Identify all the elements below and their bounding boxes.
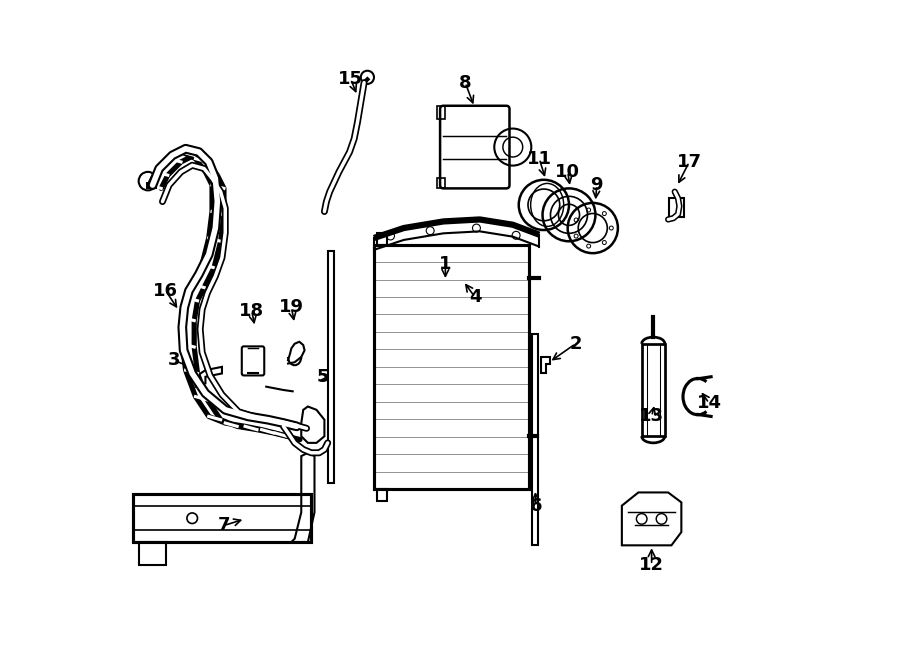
Text: 15: 15	[338, 70, 364, 89]
Bar	[374, 245, 529, 489]
Bar	[328, 251, 334, 483]
Bar	[436, 178, 445, 188]
Text: 9: 9	[590, 176, 603, 194]
Text: 3: 3	[167, 351, 180, 369]
Bar	[377, 233, 387, 245]
Text: 6: 6	[530, 496, 542, 515]
Text: 7: 7	[218, 516, 230, 535]
Bar	[132, 494, 311, 542]
Text: 16: 16	[153, 282, 178, 300]
Bar	[642, 344, 665, 436]
Text: 17: 17	[677, 153, 702, 171]
Text: 8: 8	[459, 73, 472, 92]
Text: 11: 11	[526, 149, 552, 168]
Text: 14: 14	[697, 394, 722, 412]
Bar	[436, 106, 445, 119]
Text: 5: 5	[316, 368, 328, 386]
Text: 19: 19	[279, 298, 304, 317]
Bar	[377, 489, 387, 501]
Text: 2: 2	[570, 334, 581, 353]
Text: 4: 4	[469, 288, 482, 307]
Bar	[532, 334, 538, 545]
Bar	[140, 542, 166, 565]
Text: 12: 12	[639, 556, 664, 574]
Text: 1: 1	[439, 255, 452, 274]
Text: 10: 10	[555, 163, 580, 181]
Text: 18: 18	[239, 301, 265, 320]
Text: 13: 13	[639, 407, 664, 426]
Bar	[670, 198, 684, 217]
